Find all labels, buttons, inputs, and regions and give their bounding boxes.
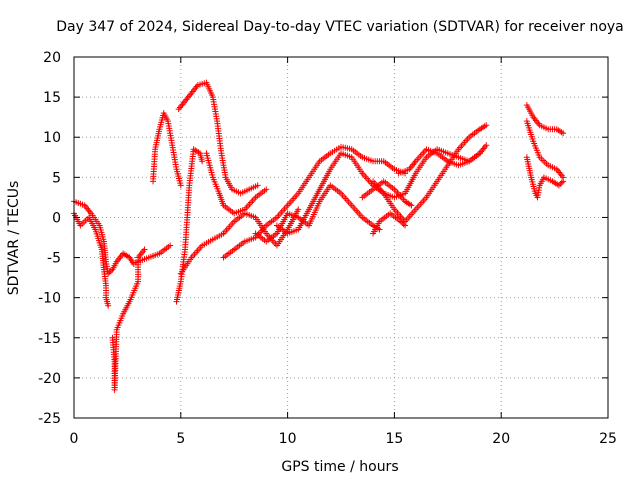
data-marks <box>71 79 567 393</box>
y-tick-label: 5 <box>52 170 61 186</box>
x-tick-label: 10 <box>279 431 297 447</box>
series-7 <box>203 150 270 217</box>
series-13 <box>370 210 409 237</box>
axis-tick-labels: 0 5 10 15 20 25 -25 -20 -15 -10 -5 0 5 10 15 20 <box>38 50 617 447</box>
data-point <box>483 122 490 129</box>
data-point <box>199 158 206 165</box>
data-point <box>105 302 112 309</box>
series-3 <box>150 110 184 189</box>
chart-title: Day 347 of 2024, Sidereal Day-to-day VTE… <box>56 19 624 35</box>
x-tick-label: 20 <box>492 431 510 447</box>
y-tick-label: 10 <box>43 130 61 146</box>
y-axis-label: SDTVAR / TECUs <box>6 181 22 296</box>
data-point <box>106 269 113 276</box>
plot-frame <box>73 56 609 419</box>
data-point <box>558 179 565 186</box>
data-point <box>141 246 148 253</box>
data-point <box>105 270 112 277</box>
series-2 <box>109 246 148 393</box>
y-tick-label: -5 <box>47 251 61 267</box>
y-tick-label: 15 <box>43 90 61 106</box>
data-point <box>400 221 407 228</box>
x-tick-label: 0 <box>70 431 79 447</box>
data-point <box>254 182 261 189</box>
y-tick-label: -25 <box>38 411 61 427</box>
y-tick-label: -10 <box>38 291 61 307</box>
data-point <box>483 142 490 149</box>
data-point <box>263 186 270 193</box>
series-17 <box>523 154 567 201</box>
y-tick-label: 20 <box>43 50 61 66</box>
series-4 <box>173 146 206 305</box>
data-point <box>397 218 404 225</box>
data-point <box>557 181 564 188</box>
data-point <box>295 206 302 213</box>
data-point <box>177 182 184 189</box>
data-point <box>560 178 567 185</box>
axis-ticks <box>73 56 609 419</box>
x-tick-label: 5 <box>176 431 185 447</box>
y-tick-label: 0 <box>52 210 61 226</box>
x-tick-label: 25 <box>599 431 617 447</box>
data-point <box>108 267 115 274</box>
data-point <box>402 222 409 229</box>
series-15 <box>523 102 567 137</box>
series-5 <box>175 79 261 197</box>
series-6 <box>177 206 302 277</box>
series-16 <box>523 118 567 181</box>
series-1 <box>71 210 112 309</box>
y-tick-label: -15 <box>38 331 61 347</box>
series-0 <box>71 198 174 277</box>
series-10 <box>273 146 483 237</box>
x-axis-label: GPS time / hours <box>281 459 398 475</box>
data-point <box>555 182 562 189</box>
series-14 <box>395 142 490 177</box>
data-point <box>408 202 415 209</box>
y-tick-label: -20 <box>38 371 61 387</box>
data-point <box>167 242 174 249</box>
series-9 <box>252 182 383 245</box>
data-point <box>560 130 567 137</box>
data-point <box>399 219 406 226</box>
series-8 <box>220 143 409 261</box>
grid-lines <box>74 57 608 418</box>
x-tick-label: 15 <box>385 431 403 447</box>
